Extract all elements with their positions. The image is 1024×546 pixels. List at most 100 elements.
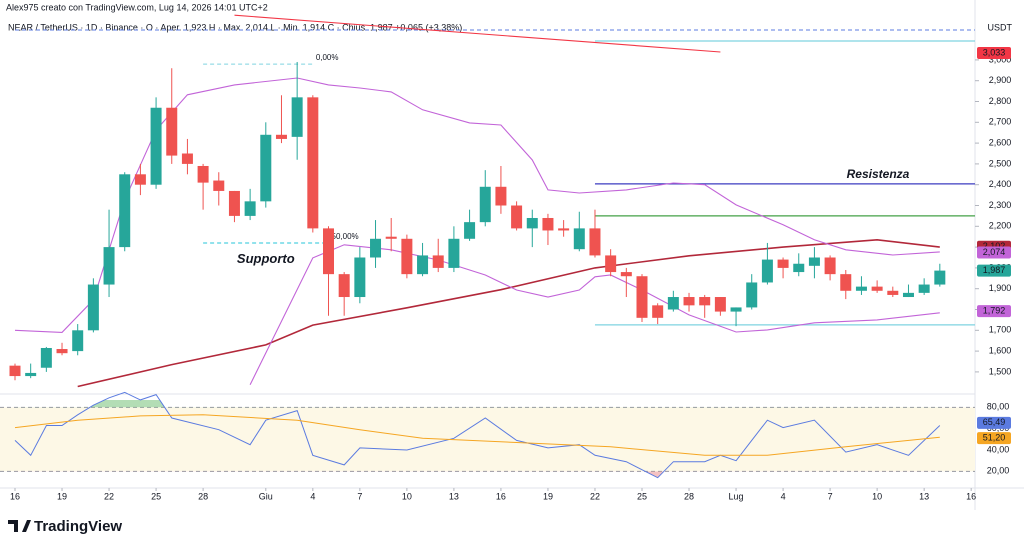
candle-body [620,272,632,277]
y-tick-label: 1,900 [989,283,1012,293]
candle-body [72,330,84,352]
candle-body [652,305,664,318]
x-tick-label: 7 [357,491,362,501]
indicator-line [77,238,940,388]
candle-body [323,228,334,275]
y-tick-label: 2,600 [989,137,1012,147]
x-tick-label: 10 [402,491,412,501]
candle-body [9,365,21,377]
candle-body [338,274,350,298]
candle-body [683,297,695,306]
header: NEAR / TetherUS · 1D · Binance · O · Ape… [8,22,462,32]
candle-body [307,97,319,229]
candle-body [103,247,115,285]
candle-body [370,238,382,258]
candle-body [526,217,538,229]
x-tick-label: 13 [919,491,929,501]
candle-body [150,107,162,185]
x-tick-label: 16 [10,491,20,501]
candle-body [918,284,930,293]
candle-body [401,238,413,275]
price-tag-label: 2,074 [983,247,1006,257]
logo: TradingView [8,518,122,535]
x-tick-label: 25 [151,491,161,501]
rsi-line [14,391,941,479]
candle-body [134,174,146,185]
x-tick-label: 16 [966,491,976,501]
level-label: 0,00% [316,53,339,62]
candle-body [589,228,601,256]
currency: USDT [988,22,1013,32]
brand: TradingView [34,518,122,535]
candle-body [244,201,256,216]
price-tag-label: 1,792 [983,306,1006,316]
x-tick-label: 19 [543,491,553,501]
candle-body [605,255,617,273]
candle-body [495,186,507,206]
candle-body [808,257,820,266]
candle-body [824,257,836,275]
x-tick-label: 10 [872,491,882,501]
x-tick-label: Lug [729,491,744,501]
rsi-tick-label: 20,00 [987,466,1010,476]
y-tick-label: 2,300 [989,200,1012,210]
y-tick-label: 1,700 [989,325,1012,335]
candle-body [228,190,240,216]
candle-body [902,292,914,298]
x-tick-label: 28 [684,491,694,501]
rsi-tag [977,416,1011,429]
price-tag-label: 2,102 [983,241,1006,251]
price-tag [977,264,1011,277]
candle-body [291,97,303,137]
x-tick-label: 25 [637,491,647,501]
rsi-tag-label: 65,49 [983,417,1006,427]
x-tick-label: 7 [828,491,833,501]
candle-body [699,297,711,306]
candle-body [87,284,99,331]
price-tag [977,305,1011,318]
candle-body [855,286,867,291]
candle-body [385,236,397,239]
rsi-line [14,414,940,456]
rsi-tick-label: 80,00 [987,402,1010,412]
x-tick-label: 22 [590,491,600,501]
x-tick-label: 4 [310,491,315,501]
x-tick-label: Giu [259,491,273,501]
candle-body [934,270,946,285]
y-tick-label: 2,200 [989,221,1012,231]
candle-body [777,259,789,268]
x-tick-label: 22 [104,491,114,501]
indicator-line [234,14,721,53]
candle-body [166,107,178,156]
candle-body [573,228,585,250]
candle-body [793,263,805,273]
overbought-fill [89,400,165,408]
annotation: Supporto [237,251,295,266]
candle-body [840,274,852,291]
candle-body [432,255,444,268]
candle-body [761,259,773,283]
price-tag-label: 3,033 [983,47,1006,57]
y-tick-label: 2,400 [989,179,1012,189]
caption: Alex975 creato con TradingView.com, Lug … [6,2,268,12]
candle-body [714,297,726,312]
x-tick-label: 28 [198,491,208,501]
candle-body [871,286,883,291]
candle-body [119,174,131,248]
rsi-tag-label: 51,20 [983,432,1006,442]
y-tick-label: 2,700 [989,117,1012,127]
y-tick-label: 1,500 [989,366,1012,376]
y-tick-label: 2,800 [989,96,1012,106]
candle-body [25,372,37,377]
x-tick-label: 19 [57,491,67,501]
level-label: Resistenza [847,167,910,181]
candle-body [417,255,429,275]
candle-body [213,180,225,191]
price-tag-label: 1,987 [983,265,1006,275]
x-tick-label: 13 [449,491,459,501]
y-tick-label: 3,000 [989,54,1012,64]
candle-body [558,228,570,231]
candle-body [40,347,52,368]
candle-body [464,222,476,239]
candle-body [667,297,679,310]
